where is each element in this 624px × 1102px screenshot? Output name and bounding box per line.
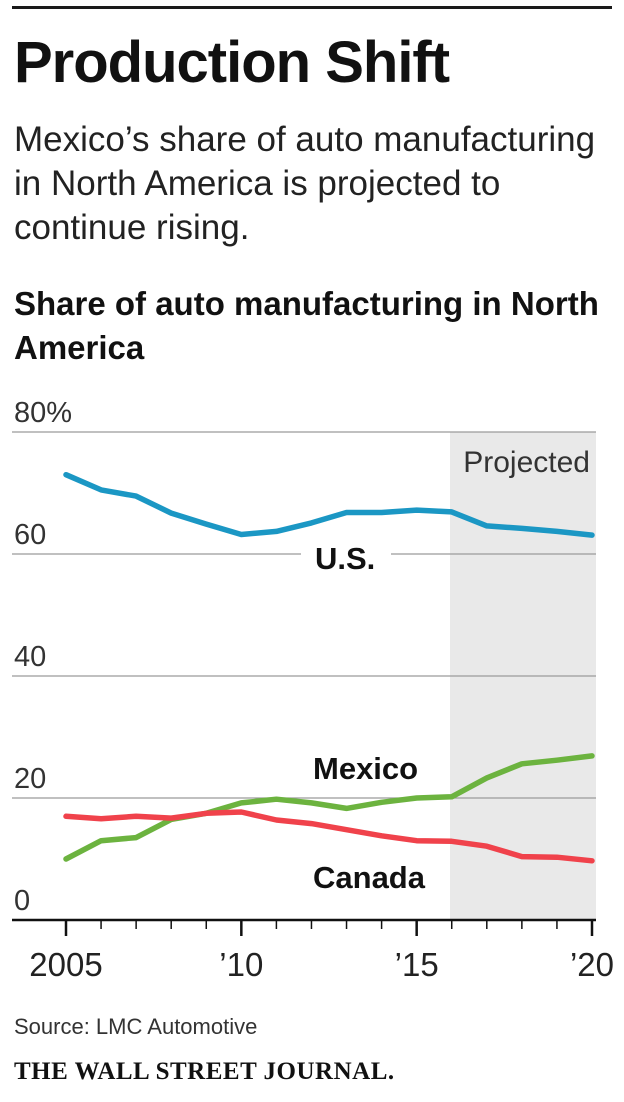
series-label-bg: [301, 539, 391, 579]
series-label: U.S.: [315, 541, 375, 576]
line-chart: Projected 0 20 40 60 80% 2005 ’10 ’15 ’20 U.S. M…: [12, 397, 614, 983]
y-tick-labels: 0 20 40 60 80%: [14, 397, 72, 917]
source-note: Source: LMC Automotive: [14, 1014, 258, 1039]
series-line-canada: [63, 809, 595, 864]
x-axis: 2005 ’10 ’15 ’20: [12, 918, 614, 983]
headline: Production Shift: [14, 30, 450, 95]
x-tick-label: ’20: [570, 946, 614, 983]
masthead: THE WALL STREET JOURNAL.: [14, 1058, 395, 1085]
x-tick-label: ’15: [395, 946, 439, 983]
y-tick-label: 60: [14, 519, 46, 551]
y-tick-label: 40: [14, 641, 46, 673]
x-tick-label: 2005: [29, 946, 102, 983]
projected-label: Projected: [463, 446, 590, 479]
top-rule: [12, 6, 612, 9]
y-tick-label: 0: [14, 885, 30, 917]
series-label: Canada: [313, 860, 426, 895]
y-tick-label: 80%: [14, 397, 72, 429]
series-labels: U.S. Mexico Canada: [301, 539, 426, 895]
series-line-us: [63, 471, 595, 538]
x-tick-label: ’10: [219, 946, 263, 983]
series-line-mexico: [63, 753, 595, 862]
dek: Mexico’s share of auto manufacturing in …: [14, 120, 596, 247]
chart-title: Share of auto manufacturing in North Ame…: [14, 285, 599, 366]
series-lines: [63, 471, 595, 864]
series-label: Mexico: [313, 751, 418, 786]
y-tick-label: 20: [14, 763, 46, 795]
